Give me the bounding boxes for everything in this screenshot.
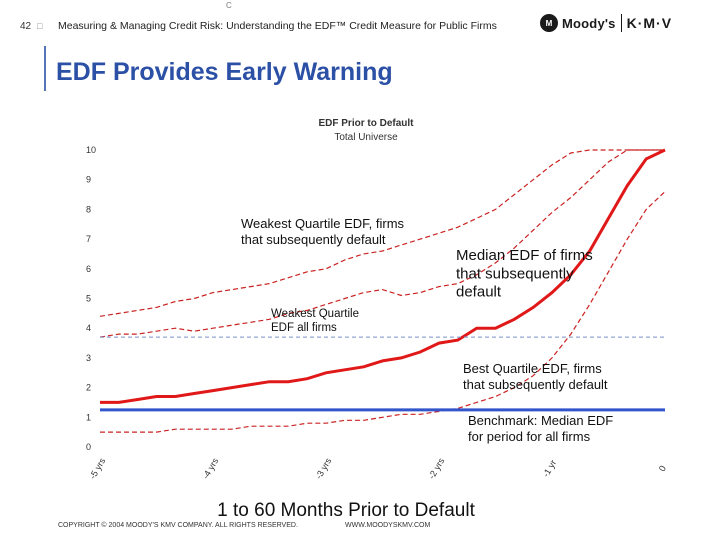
- y-tick-label: 8: [86, 204, 91, 214]
- logo-divider: [620, 14, 622, 32]
- y-tick-label: 9: [86, 175, 91, 185]
- x-tick-label: -1 yr: [541, 458, 559, 479]
- annotation-median-default: Median EDF of firms that subsequently defa…: [456, 247, 593, 301]
- moodys-kmv-logo: M Moody's K·M·V: [540, 12, 672, 34]
- slide-title: EDF Provides Early Warning: [56, 58, 393, 86]
- header-bullet-icon: □: [37, 21, 43, 31]
- series-line-4: [100, 191, 666, 433]
- series-line-3: [100, 148, 666, 404]
- header-title: Measuring & Managing Credit Risk: Unders…: [58, 20, 497, 32]
- annotation-best-default: Best Quartile EDF, firms that subsequentl…: [463, 361, 608, 392]
- slide-header: C 42 □ Measuring & Managing Credit Risk:…: [0, 0, 720, 50]
- y-tick-label: 0: [86, 442, 91, 452]
- y-tick-label: 2: [86, 383, 91, 393]
- y-tick-label: 6: [86, 264, 91, 274]
- x-tick-label: -2 yrs: [426, 456, 446, 481]
- chart-title: EDF Prior to Default: [318, 118, 414, 129]
- y-tick-label: 1: [86, 412, 91, 422]
- y-tick-label: 3: [86, 353, 91, 363]
- moodys-logo-icon: M: [540, 14, 558, 32]
- footer-website: WWW.MOODYSKMV.COM: [345, 522, 431, 529]
- annotation-benchmark: Benchmark: Median EDF for period for all …: [468, 413, 613, 444]
- x-axis-label: 1 to 60 Months Prior to Default: [217, 500, 475, 521]
- x-tick-label: 0: [657, 464, 668, 473]
- annotation-weakest-all: Weakest Quartile EDF all firms: [271, 308, 359, 334]
- chart-subtitle: Total Universe: [334, 132, 398, 143]
- annotation-weakest-default: Weakest Quartile EDF, firms that subseque…: [241, 216, 405, 247]
- header-top-mark: C: [226, 1, 232, 10]
- x-tick-label: -5 yrs: [87, 456, 107, 481]
- y-tick-label: 10: [86, 145, 96, 155]
- logo-brand: Moody's: [562, 15, 616, 31]
- series-line-1: [99, 149, 665, 317]
- x-tick-label: -4 yrs: [200, 456, 220, 481]
- x-tick-label: -3 yrs: [313, 456, 333, 481]
- logo-partner: K·M·V: [626, 15, 673, 31]
- y-tick-label: 7: [86, 234, 91, 244]
- y-tick-label: 4: [86, 323, 91, 333]
- footer-copyright: COPYRIGHT © 2004 MOODY'S KMV COMPANY. AL…: [58, 522, 298, 529]
- title-accent-rule: [44, 46, 46, 91]
- y-tick-label: 5: [86, 294, 91, 304]
- series-line-2: [99, 149, 665, 338]
- slide-number: 42: [20, 21, 32, 32]
